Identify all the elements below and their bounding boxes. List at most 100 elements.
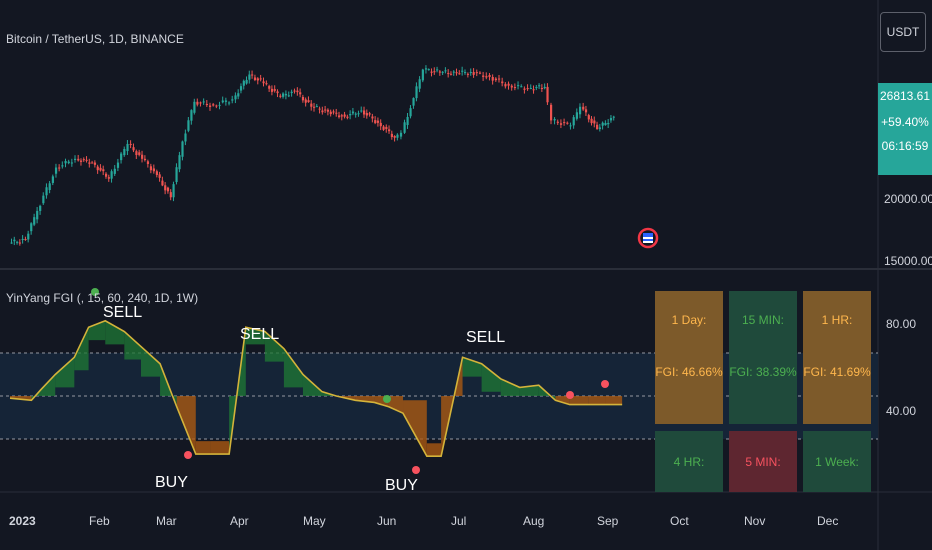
candle-body <box>563 122 566 124</box>
greed-fill <box>88 320 106 341</box>
candle-body <box>184 133 187 142</box>
candle-body <box>18 242 22 244</box>
candle-body <box>444 70 447 72</box>
candle-body <box>354 113 357 115</box>
candle-body <box>42 195 45 204</box>
candle-body <box>340 115 343 117</box>
candle-body <box>307 100 310 103</box>
candle-body <box>152 168 156 172</box>
candle-body <box>491 77 494 81</box>
candle-body <box>82 159 85 161</box>
candle-body <box>433 71 436 73</box>
candle-body <box>497 78 501 80</box>
fgi-cell-title: 5 MIN: <box>745 455 781 469</box>
greed-fill <box>124 331 142 360</box>
candle-body <box>224 100 228 102</box>
candle-body <box>357 113 360 115</box>
greed-fill <box>500 378 520 396</box>
candle-body <box>93 162 97 165</box>
candle-body <box>374 120 377 124</box>
candle-body <box>36 210 39 220</box>
candle-body <box>126 143 129 152</box>
currency-button[interactable]: USDT <box>880 12 926 52</box>
candle-body <box>190 110 193 121</box>
candle-body <box>212 104 215 106</box>
candle-body <box>566 122 569 124</box>
candle-body <box>301 97 305 101</box>
candle-body <box>221 100 224 103</box>
candle-body <box>421 69 424 81</box>
candle-body <box>16 241 19 243</box>
candle-body <box>67 161 70 164</box>
fear-fill <box>195 441 211 455</box>
candle-body <box>155 171 158 175</box>
fear-fill <box>355 396 375 403</box>
candle-body <box>315 106 318 108</box>
greed-fill <box>74 327 89 371</box>
candle-body <box>578 106 582 115</box>
flag-icon[interactable] <box>637 227 659 249</box>
bar-countdown-label: 06:16:59 <box>878 135 932 175</box>
candle-body <box>517 85 520 87</box>
x-axis-label: 2023 <box>9 514 36 528</box>
candle-body <box>77 158 80 161</box>
fgi-table-cell: 1 Week: <box>803 431 871 492</box>
signal-dot <box>566 391 574 399</box>
candle-body <box>449 73 453 75</box>
x-axis-label: Sep <box>597 514 619 528</box>
candle-body <box>141 154 144 159</box>
fear-fill <box>588 396 606 405</box>
candle-body <box>85 159 88 161</box>
candle-body <box>296 90 299 93</box>
greed-fill <box>245 327 265 345</box>
candle-body <box>382 126 385 130</box>
candle-body <box>251 74 254 76</box>
candle-body <box>259 78 262 80</box>
candle-body <box>399 132 403 137</box>
candle-body <box>464 72 467 74</box>
candle-body <box>21 238 24 241</box>
candle-body <box>175 167 178 183</box>
candle-body <box>88 162 91 164</box>
candle-body <box>549 104 553 121</box>
x-axis-label: Mar <box>156 514 177 528</box>
candle-body <box>79 160 83 162</box>
candle-body <box>256 78 259 81</box>
candle-body <box>572 117 575 126</box>
x-axis-label: Jun <box>377 514 396 528</box>
fgi-line <box>9 319 623 458</box>
candle-body <box>199 102 202 104</box>
signal-label-buy-1: BUY <box>155 474 188 491</box>
candle-body <box>415 86 418 99</box>
candle-body <box>196 101 199 105</box>
candle-body <box>529 87 532 89</box>
candle-body <box>143 158 147 161</box>
x-axis-label: Nov <box>744 514 765 528</box>
fgi-cell-value: FGI: 38.39% <box>729 365 797 379</box>
candle-body <box>107 177 110 179</box>
greed-fill <box>264 331 284 362</box>
candle-body <box>120 153 123 161</box>
candle-body <box>612 116 615 118</box>
candle-body <box>248 74 251 80</box>
candle-body <box>135 151 138 156</box>
x-axis-label: Feb <box>89 514 110 528</box>
candle-body <box>123 149 126 156</box>
candle-body <box>360 110 363 112</box>
x-axis-label: Dec <box>817 514 838 528</box>
candle-body <box>488 74 491 77</box>
fgi-table-cell: 1 HR: FGI: 41.69% <box>803 291 871 424</box>
fgi-cell-value: FGI: 41.69% <box>803 365 871 379</box>
candle-body <box>239 86 243 91</box>
candle-body <box>393 135 396 138</box>
candle-body <box>324 109 327 111</box>
candle-body <box>39 205 42 211</box>
candle-body <box>455 72 458 74</box>
price-axis-tick: 20000.00 <box>884 192 932 206</box>
candle-body <box>158 174 161 178</box>
candle-body <box>273 89 276 91</box>
candle-body <box>582 106 585 110</box>
price-axis-tick: 15000.00 <box>884 254 932 268</box>
candle-body <box>74 158 77 160</box>
candle-body <box>409 108 412 117</box>
